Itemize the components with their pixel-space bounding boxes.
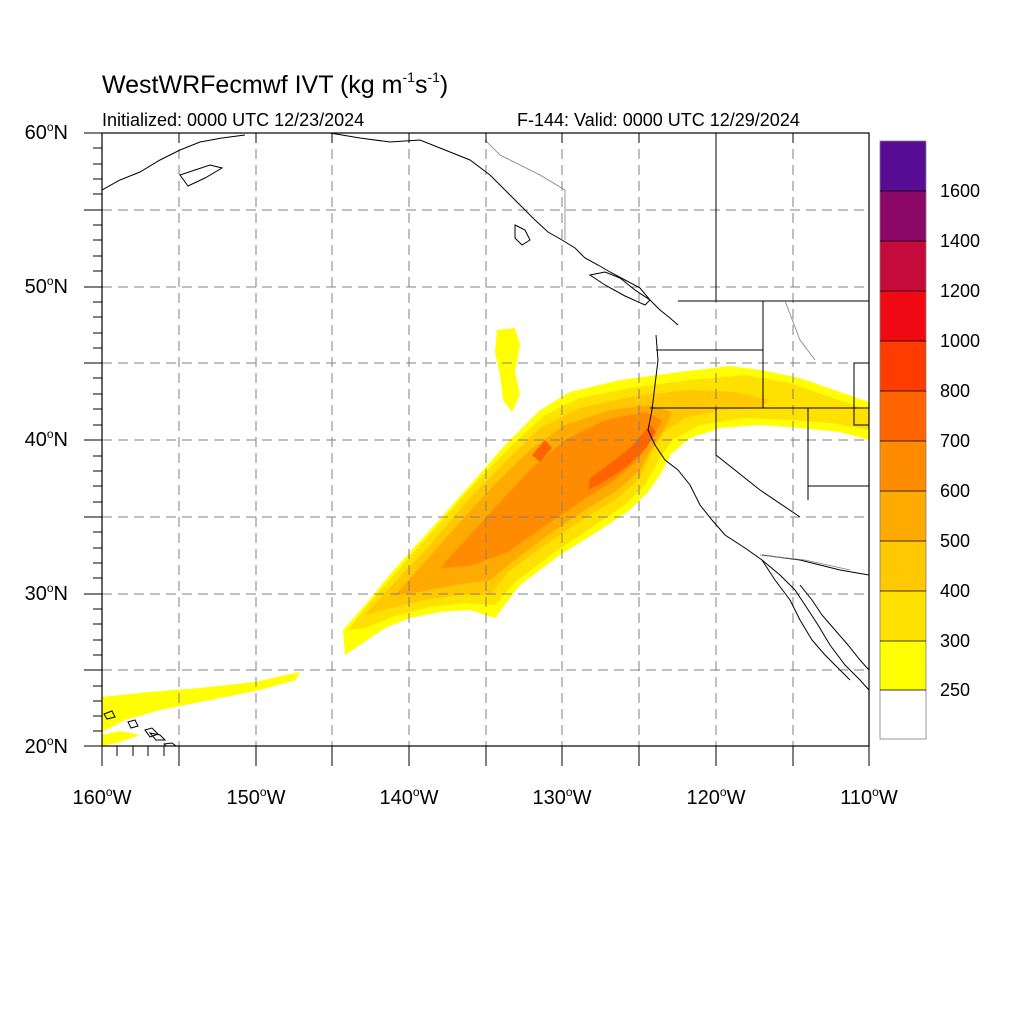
lon-label-130w: 130oW xyxy=(532,785,592,809)
ivt-band-700-offshore xyxy=(532,440,552,462)
lat-label-60n: 60oN xyxy=(24,120,68,144)
colorbar-label-800: 800 xyxy=(940,381,971,401)
coastlines xyxy=(102,133,869,746)
colorbar-box-700 xyxy=(880,391,926,441)
colorbar-label-1600: 1600 xyxy=(940,181,981,201)
colorbar-box-300 xyxy=(880,591,926,641)
colorbar-label-600: 600 xyxy=(940,481,971,501)
ivt-band-250-hawaii-lower xyxy=(102,731,140,746)
lat-label-40n: 40oN xyxy=(24,427,68,451)
colorbar-label-1400: 1400 xyxy=(940,231,981,251)
colorbar-box-1000 xyxy=(880,291,926,341)
colorbar-box-1200 xyxy=(880,241,926,291)
colorbar-box-400 xyxy=(880,541,926,591)
ivt-band-250-hawaii xyxy=(102,672,300,732)
colorbar-box-1600plus xyxy=(880,141,926,191)
init-time-label: Initialized: 0000 UTC 12/23/2024 xyxy=(102,110,365,130)
colorbar-label-300: 300 xyxy=(940,631,971,651)
lon-label-120w: 120oW xyxy=(686,785,746,809)
colorbar-label-700: 700 xyxy=(940,431,971,451)
colorbar-box-800 xyxy=(880,341,926,391)
lon-label-110w: 110oW xyxy=(840,785,898,809)
colorbar-box-250 xyxy=(880,641,926,690)
ivt-band-600 xyxy=(440,412,662,568)
colorbar-box-below xyxy=(880,690,926,739)
valid-time-label: F-144: Valid: 0000 UTC 12/29/2024 xyxy=(517,110,800,130)
lat-label-30n: 30oN xyxy=(24,581,68,605)
secondary-borders xyxy=(484,139,851,571)
colorbar xyxy=(879,140,927,740)
ivt-shading xyxy=(102,328,869,746)
colorbar-box-500 xyxy=(880,491,926,541)
map-title: WestWRFecmwf IVT (kg m-1s-1) xyxy=(102,68,449,99)
colorbar-label-1000: 1000 xyxy=(940,331,981,351)
colorbar-label-400: 400 xyxy=(940,581,971,601)
axis-ticks xyxy=(84,132,870,766)
colorbar-box-600 xyxy=(880,441,926,491)
colorbar-label-1200: 1200 xyxy=(940,281,981,301)
colorbar-label-500: 500 xyxy=(940,531,971,551)
colorbar-box-1400 xyxy=(880,191,926,241)
lat-label-50n: 50oN xyxy=(24,274,68,298)
colorbar-label-250: 250 xyxy=(940,680,971,700)
ivt-band-250-north xyxy=(495,328,520,412)
lon-label-140w: 140oW xyxy=(379,785,439,809)
lon-label-150w: 150oW xyxy=(226,785,286,809)
lon-label-160w: 160oW xyxy=(72,785,132,809)
lat-label-20n: 20oN xyxy=(24,734,68,758)
